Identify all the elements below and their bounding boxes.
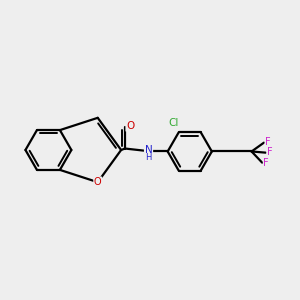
Text: O: O bbox=[126, 121, 134, 131]
Text: O: O bbox=[94, 177, 101, 187]
Text: F: F bbox=[265, 137, 271, 147]
Text: H: H bbox=[145, 153, 152, 162]
Text: N: N bbox=[145, 145, 152, 155]
Text: F: F bbox=[267, 147, 273, 157]
Text: F: F bbox=[263, 158, 269, 168]
Text: Cl: Cl bbox=[168, 118, 178, 128]
